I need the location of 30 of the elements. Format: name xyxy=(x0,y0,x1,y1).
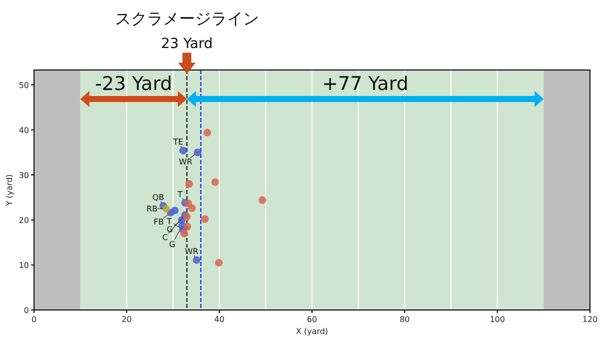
y-tick-label: 50 xyxy=(18,80,29,90)
annotation: WR xyxy=(178,157,193,166)
annotation: WR xyxy=(184,247,199,256)
annotation: FB xyxy=(154,218,164,227)
y-tick-label: 40 xyxy=(18,126,29,135)
annotation: RB xyxy=(146,204,158,214)
x-tick-label: 0 xyxy=(31,315,37,324)
y-tick-label: 0 xyxy=(24,306,29,315)
x-tick-label: 20 xyxy=(122,315,132,324)
annotation: QB xyxy=(152,192,164,202)
x-axis-title: X (yard) xyxy=(296,327,328,336)
text: スクラメージライン xyxy=(114,9,259,28)
annotation: C xyxy=(162,232,168,242)
x-tick-label: 40 xyxy=(214,315,224,324)
annotation: +77 Yard xyxy=(322,73,408,95)
x-tick-label: 80 xyxy=(400,315,410,324)
annotation: G xyxy=(169,240,176,249)
ref-line-label: 23 Yard xyxy=(160,36,213,52)
y-tick-label: 30 xyxy=(18,170,29,180)
y-tick-label: 20 xyxy=(18,216,29,225)
y-axis-title: Y (yard) xyxy=(5,174,14,207)
annotation: T xyxy=(166,216,172,226)
annotation: TE xyxy=(172,138,184,147)
y-tick-label: 10 xyxy=(18,260,29,270)
x-tick-label: 120 xyxy=(582,315,598,324)
x-tick-label: 100 xyxy=(490,315,505,324)
x-tick-label: 60 xyxy=(306,315,318,324)
annotation: T xyxy=(176,190,183,199)
annotation: -23 Yard xyxy=(94,73,172,95)
annotation: G xyxy=(166,224,173,234)
